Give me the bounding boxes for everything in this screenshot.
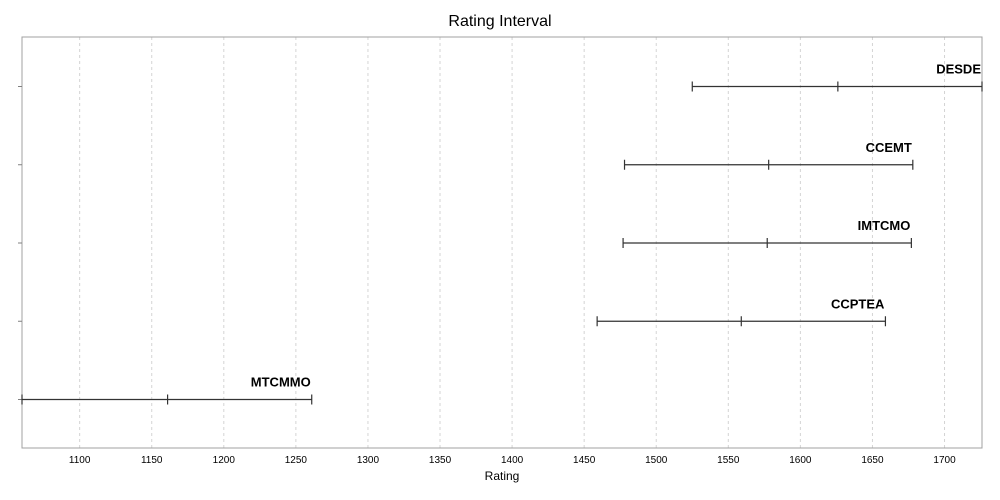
x-tick-label: 1650 [861,455,884,466]
interval-ccemt: CCEMT [623,140,914,170]
x-tick-label: 1400 [501,455,524,466]
interval-imtcmo: IMTCMO [622,218,912,248]
x-axis-label: Rating [485,469,520,483]
y-axis-ticks [18,86,22,400]
x-tick-label: 1450 [573,455,596,466]
chart-title: Rating Interval [448,13,551,30]
x-tick-label: 1500 [645,455,668,466]
interval-desde: DESDE [691,62,983,92]
series-label: CCEMT [866,140,912,155]
interval-ccptea: CCPTEA [596,296,887,327]
intervals: DESDE CCEMT IMTCMO CCPTEA MTCMMO [21,62,983,405]
series-label: CCPTEA [831,296,885,311]
series-label: IMTCMO [858,218,911,233]
x-tick-label: 1700 [933,455,956,466]
x-tick-label: 1350 [429,455,452,466]
x-tick-label: 1300 [357,455,380,466]
grid-lines [79,37,946,448]
x-tick-label: 1200 [213,455,236,466]
x-tick-label: 1100 [69,455,91,466]
x-axis-tick-labels: 1100 1150 1200 1250 1300 1350 1400 1450 1500 1550… [69,455,956,466]
interval-mtcmmo: MTCMMO [21,375,313,405]
x-tick-label: 1250 [285,455,308,466]
x-tick-label: 1550 [717,455,740,466]
x-tick-label: 1600 [789,455,812,466]
x-tick-label: 1150 [141,455,163,466]
series-label: MTCMMO [251,375,311,390]
series-label: DESDE [936,62,981,77]
